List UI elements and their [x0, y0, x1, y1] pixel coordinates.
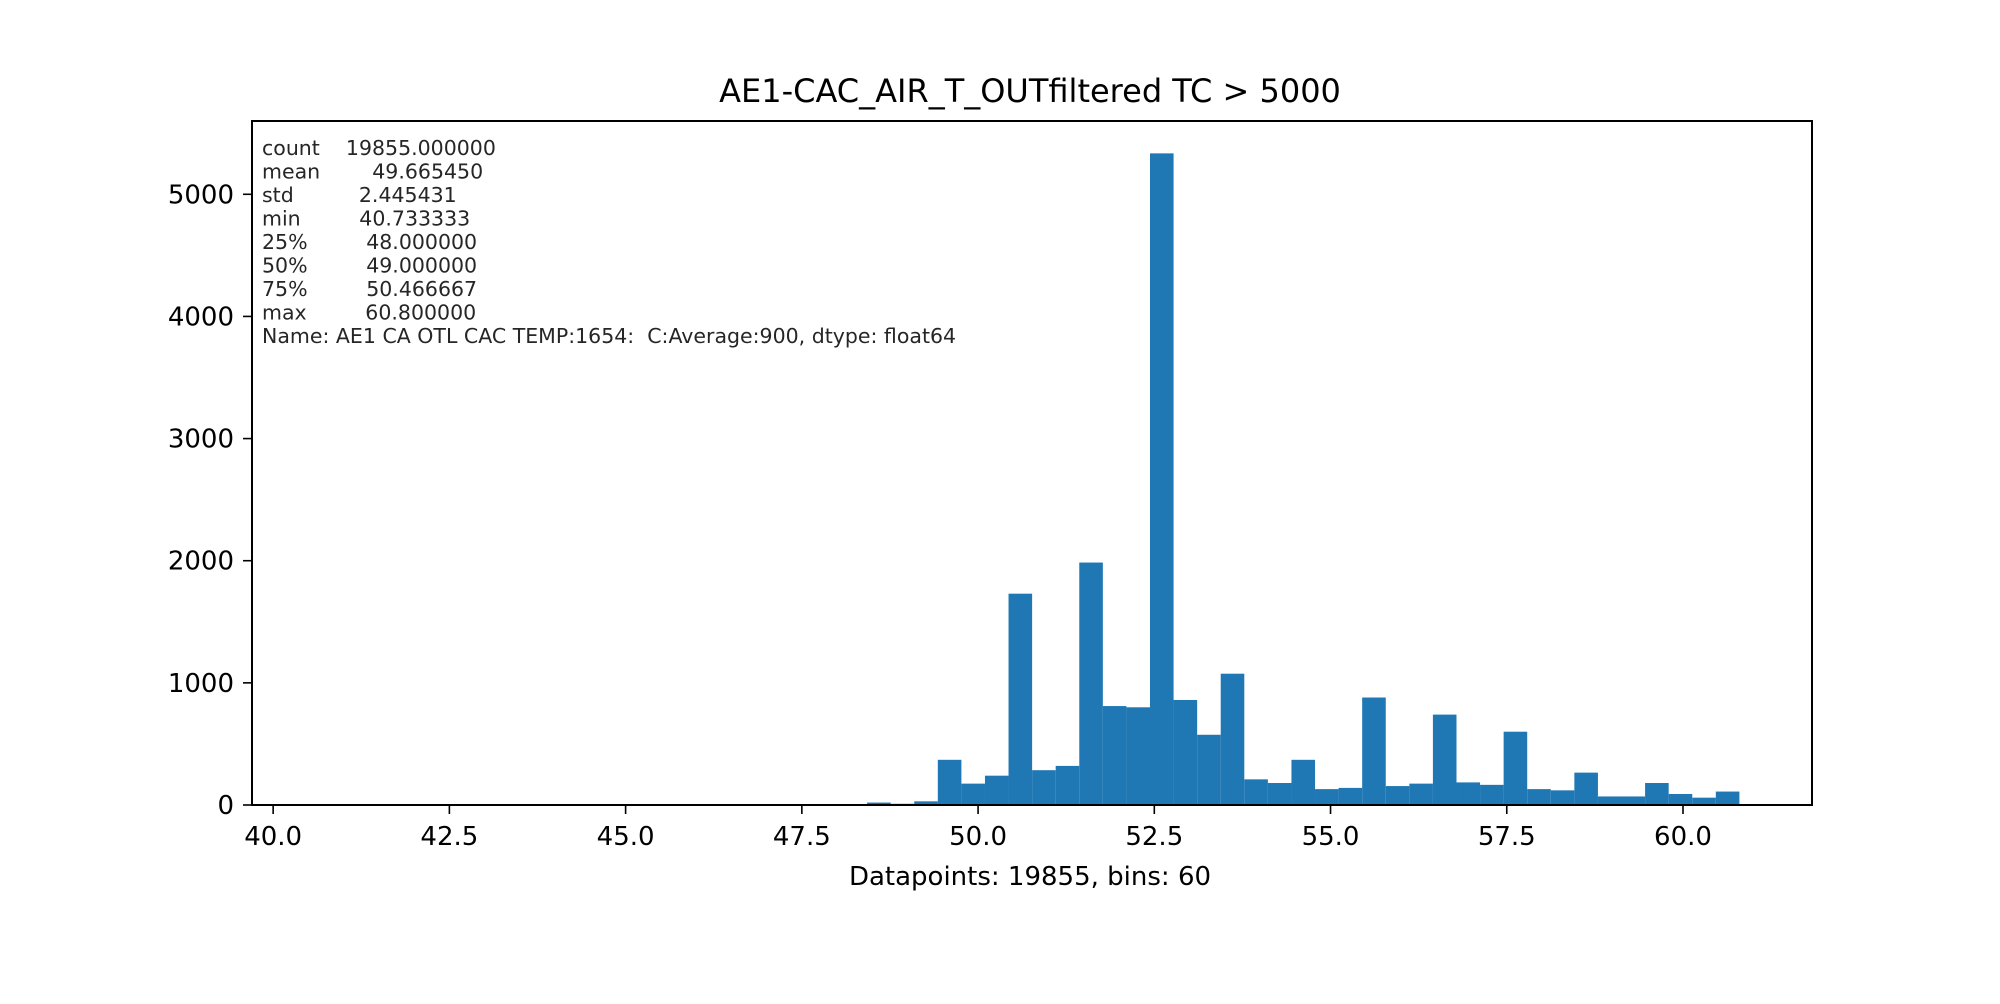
histogram-bar: [1126, 707, 1150, 805]
stats-line: count 19855.000000: [262, 136, 496, 160]
histogram-bar: [1622, 796, 1646, 805]
y-tick-label: 4000: [168, 302, 234, 332]
x-tick-label: 47.5: [773, 822, 831, 852]
stats-line: 50% 49.000000: [262, 254, 477, 278]
histogram-bar: [1032, 770, 1056, 805]
histogram-bar: [1079, 563, 1103, 805]
stats-line: 75% 50.466667: [262, 277, 477, 301]
histogram-bar: [1645, 783, 1669, 805]
histogram-bar: [1480, 785, 1504, 805]
stats-line: Name: AE1 CA OTL CAC TEMP:1654: C:Averag…: [262, 324, 956, 348]
chart-title: AE1-CAC_AIR_T_OUTfiltered TC > 5000: [719, 72, 1341, 110]
histogram-bar: [1339, 788, 1363, 805]
x-tick-label: 40.0: [244, 822, 302, 852]
histogram-bar: [1456, 782, 1480, 805]
histogram-bar: [985, 776, 1009, 805]
histogram-bar: [1174, 700, 1198, 805]
histogram-bar: [1009, 594, 1033, 805]
stats-line: std 2.445431: [262, 183, 457, 207]
x-tick-label: 52.5: [1125, 822, 1183, 852]
histogram-bar: [1692, 798, 1716, 805]
histogram-bar: [961, 784, 985, 805]
x-axis-label: Datapoints: 19855, bins: 60: [849, 862, 1211, 892]
y-tick-label: 5000: [168, 180, 234, 210]
histogram-bar: [1551, 790, 1575, 805]
x-tick-label: 60.0: [1654, 822, 1712, 852]
x-tick-label: 45.0: [597, 822, 655, 852]
histogram-bar: [1386, 786, 1410, 805]
y-tick-label: 3000: [168, 425, 234, 455]
x-tick-label: 57.5: [1478, 822, 1536, 852]
histogram-bar: [1103, 706, 1127, 805]
histogram-bar: [1291, 760, 1315, 805]
histogram-bar: [1574, 773, 1598, 805]
histogram-bar: [1056, 766, 1080, 805]
histogram-bar: [1433, 715, 1457, 805]
stats-line: min 40.733333: [262, 207, 470, 231]
histogram-bar: [938, 760, 962, 805]
histogram-bar: [1221, 674, 1245, 805]
histogram-bar: [1504, 732, 1528, 805]
histogram-bar: [1362, 698, 1386, 805]
y-tick-label: 2000: [168, 547, 234, 577]
histogram-bar: [1527, 789, 1551, 805]
stats-line: mean 49.665450: [262, 160, 483, 184]
histogram-bar: [1315, 789, 1339, 805]
x-tick-label: 55.0: [1302, 822, 1360, 852]
histogram-bar: [1598, 796, 1622, 805]
histogram-bar: [1409, 784, 1433, 805]
histogram-bar: [1716, 792, 1740, 805]
x-tick-label: 42.5: [420, 822, 478, 852]
y-tick-label: 0: [217, 791, 234, 821]
histogram-bar: [1268, 783, 1292, 805]
stats-line: max 60.800000: [262, 301, 476, 325]
histogram-bar: [1244, 779, 1268, 805]
y-tick-label: 1000: [168, 669, 234, 699]
bars-layer: [325, 153, 1740, 805]
x-tick-label: 50.0: [949, 822, 1007, 852]
histogram-bar: [1197, 735, 1221, 805]
stats-line: 25% 48.000000: [262, 230, 477, 254]
histogram-bar: [1669, 794, 1693, 805]
histogram-bar: [1150, 153, 1174, 805]
